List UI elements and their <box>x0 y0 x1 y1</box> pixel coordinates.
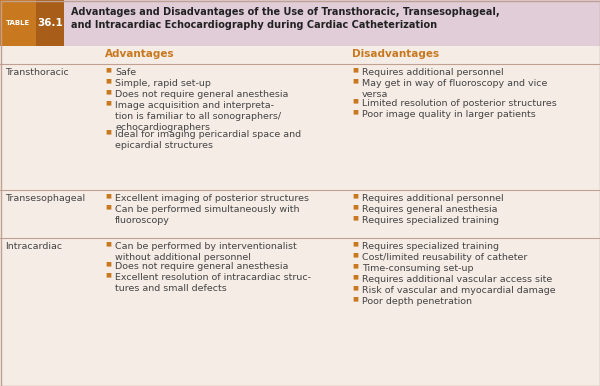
Text: ■: ■ <box>352 296 358 301</box>
Text: ■: ■ <box>105 78 111 83</box>
Text: ■: ■ <box>352 68 358 73</box>
Text: Risk of vascular and myocardial damage: Risk of vascular and myocardial damage <box>362 286 556 295</box>
Text: Intracardiac: Intracardiac <box>5 242 62 251</box>
Text: Advantages and Disadvantages of the Use of Transthoracic, Transesophageal,: Advantages and Disadvantages of the Use … <box>71 7 500 17</box>
Text: Requires additional personnel: Requires additional personnel <box>362 194 503 203</box>
Text: Requires specialized training: Requires specialized training <box>362 242 499 251</box>
Text: ■: ■ <box>352 274 358 279</box>
Text: Advantages: Advantages <box>105 49 175 59</box>
Text: ■: ■ <box>105 205 111 210</box>
Text: Poor depth penetration: Poor depth penetration <box>362 297 472 306</box>
Text: Safe: Safe <box>115 68 136 77</box>
Text: ■: ■ <box>105 273 111 278</box>
Text: Requires additional personnel: Requires additional personnel <box>362 68 503 77</box>
Text: Requires specialized training: Requires specialized training <box>362 216 499 225</box>
Text: ■: ■ <box>352 110 358 115</box>
Text: Requires additional vascular access site: Requires additional vascular access site <box>362 275 552 284</box>
Text: Does not require general anesthesia: Does not require general anesthesia <box>115 262 289 271</box>
Text: Excellent resolution of intracardiac struc-
tures and small defects: Excellent resolution of intracardiac str… <box>115 273 311 293</box>
Text: Can be performed by interventionalist
without additional personnel: Can be performed by interventionalist wi… <box>115 242 297 262</box>
Text: May get in way of fluoroscopy and vice
versa: May get in way of fluoroscopy and vice v… <box>362 79 547 99</box>
Text: ■: ■ <box>352 193 358 198</box>
Text: ■: ■ <box>352 252 358 257</box>
Text: ■: ■ <box>352 264 358 269</box>
Text: Does not require general anesthesia: Does not require general anesthesia <box>115 90 289 99</box>
Bar <box>0 0 36 46</box>
Text: ■: ■ <box>352 215 358 220</box>
Bar <box>0 46 600 64</box>
Bar <box>36 0 64 46</box>
Bar <box>0 64 600 190</box>
Text: ■: ■ <box>352 242 358 247</box>
Text: Poor image quality in larger patients: Poor image quality in larger patients <box>362 110 536 119</box>
Text: Disadvantages: Disadvantages <box>352 49 439 59</box>
Text: Excellent imaging of posterior structures: Excellent imaging of posterior structure… <box>115 194 309 203</box>
Text: Requires general anesthesia: Requires general anesthesia <box>362 205 497 214</box>
Text: Can be performed simultaneously with
fluoroscopy: Can be performed simultaneously with flu… <box>115 205 299 225</box>
Text: Image acquisition and interpreta-
tion is familiar to all sonographers/
echocard: Image acquisition and interpreta- tion i… <box>115 101 281 132</box>
Text: TABLE: TABLE <box>6 20 30 26</box>
Text: Ideal for imaging pericardial space and
epicardial structures: Ideal for imaging pericardial space and … <box>115 130 301 150</box>
Text: Limited resolution of posterior structures: Limited resolution of posterior structur… <box>362 99 557 108</box>
Bar <box>0 190 600 238</box>
Text: ■: ■ <box>105 100 111 105</box>
Text: ■: ■ <box>105 193 111 198</box>
Bar <box>0 238 600 336</box>
Text: ■: ■ <box>352 78 358 83</box>
Text: Transesophageal: Transesophageal <box>5 194 85 203</box>
Text: Simple, rapid set-up: Simple, rapid set-up <box>115 79 211 88</box>
Text: ■: ■ <box>105 68 111 73</box>
Text: ■: ■ <box>352 286 358 291</box>
Text: and Intracardiac Echocardiography during Cardiac Catheterization: and Intracardiac Echocardiography during… <box>71 20 437 30</box>
Text: 36.1: 36.1 <box>37 18 63 28</box>
Text: ■: ■ <box>105 90 111 95</box>
Text: ■: ■ <box>105 261 111 266</box>
Text: ■: ■ <box>352 98 358 103</box>
Text: ■: ■ <box>352 205 358 210</box>
Text: Cost/limited reusability of catheter: Cost/limited reusability of catheter <box>362 253 527 262</box>
Text: Transthoracic: Transthoracic <box>5 68 69 77</box>
Text: ■: ■ <box>105 129 111 134</box>
Text: ■: ■ <box>105 242 111 247</box>
Bar <box>0 0 600 46</box>
Text: Time-consuming set-up: Time-consuming set-up <box>362 264 473 273</box>
